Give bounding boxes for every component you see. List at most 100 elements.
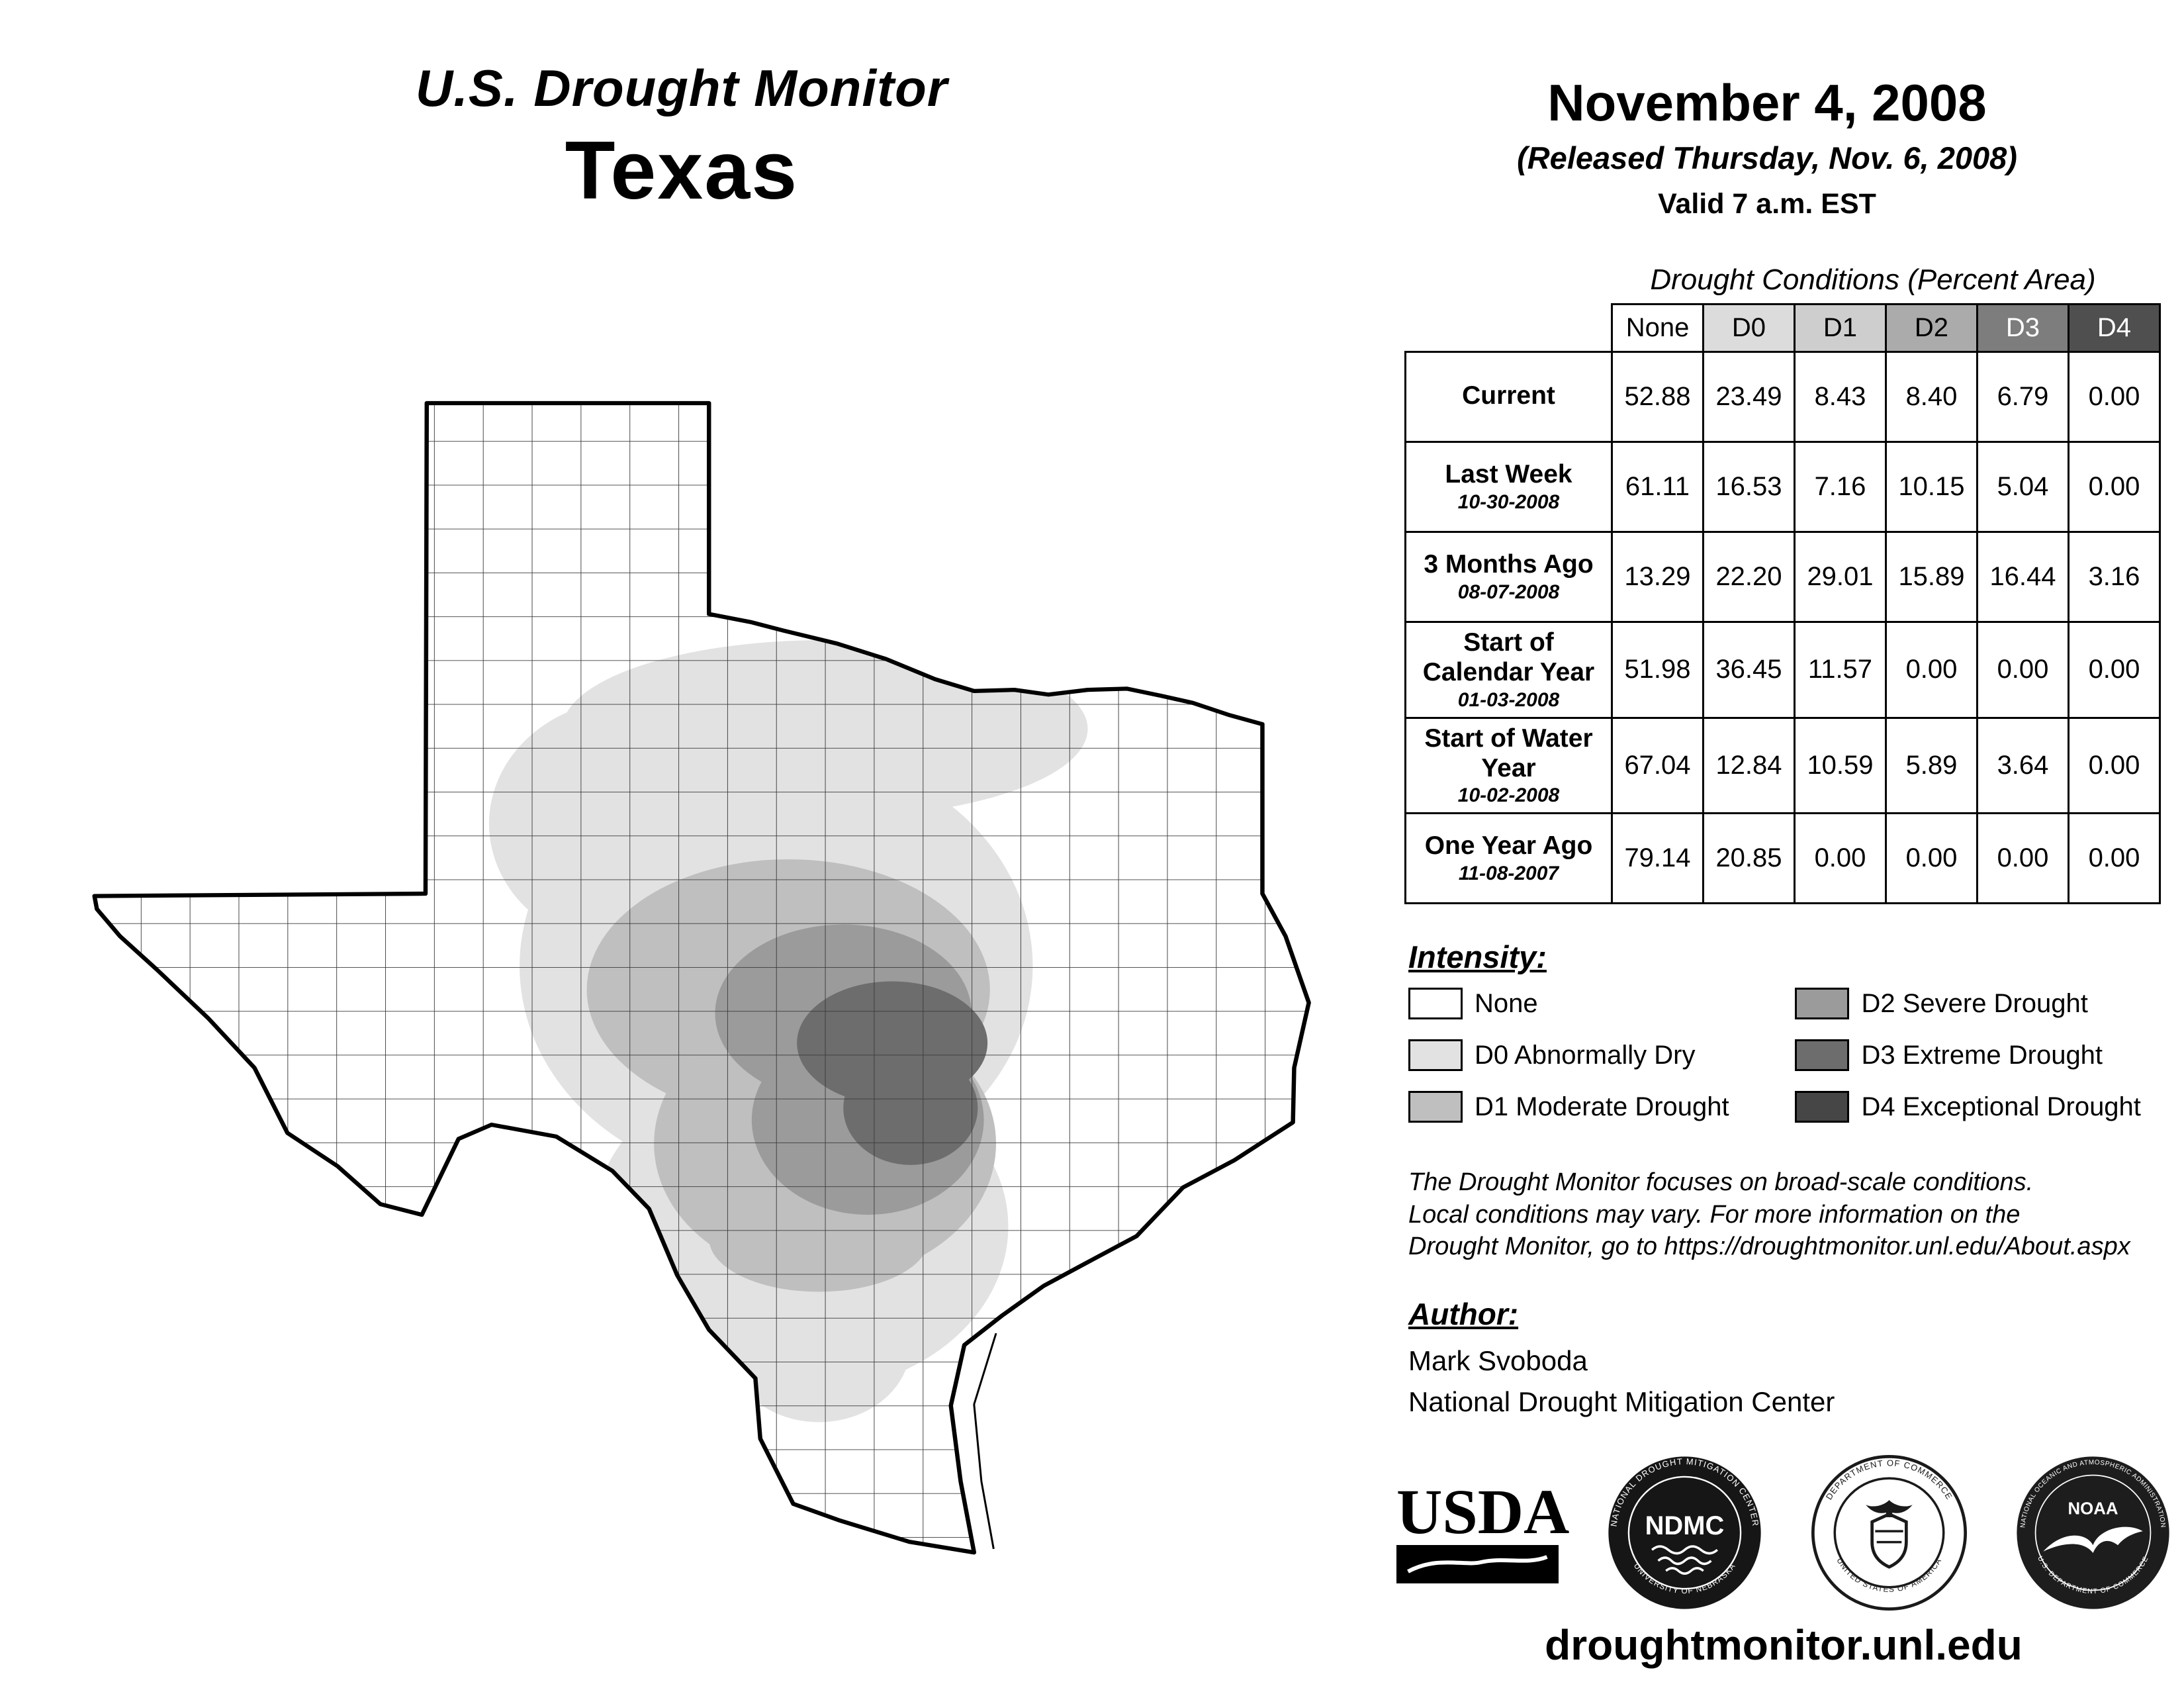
cell-value: 8.43 <box>1794 351 1887 443</box>
ndmc-wave-icon <box>1651 1544 1719 1554</box>
disclaimer-line-1: The Drought Monitor focuses on broad-sca… <box>1408 1168 2034 1196</box>
legend-column-right: D2 Severe Drought D3 Extreme Drought D4 … <box>1795 986 2172 1141</box>
barrier-island-line <box>973 1333 997 1550</box>
legend-label-d3: D3 Extreme Drought <box>1861 1040 2103 1070</box>
row-label: Start of Calendar Year <box>1422 628 1595 686</box>
row-header-3-months-ago: 3 Months Ago 08-07-2008 <box>1404 531 1613 623</box>
intensity-heading: Intensity: <box>1408 939 1547 974</box>
map-date: November 4, 2008 <box>1547 73 1987 132</box>
release-date: (Released Thursday, Nov. 6, 2008) <box>1517 140 2017 175</box>
legend-swatch-d1 <box>1408 1091 1463 1123</box>
noaa-logo: NATIONAL OCEANIC AND ATMOSPHERIC ADMINIS… <box>2017 1456 2169 1609</box>
table-row: One Year Ago 11-08-2007 79.14 20.85 0.00… <box>1404 812 2161 905</box>
legend-item-d0: D0 Abnormally Dry <box>1408 1038 1792 1072</box>
row-header-one-year-ago: One Year Ago 11-08-2007 <box>1404 812 1613 905</box>
cell-value: 51.98 <box>1611 621 1704 719</box>
intensity-legend: None D0 Abnormally Dry D1 Moderate Droug… <box>1408 986 2176 1141</box>
table-row: Current 52.88 23.49 8.43 8.40 6.79 0.00 <box>1404 351 2161 443</box>
row-date: 10-30-2008 <box>1457 491 1560 513</box>
cell-value: 0.00 <box>2068 812 2161 905</box>
usda-swoosh-icon <box>1407 1554 1548 1573</box>
cell-value: 16.44 <box>1976 531 2070 623</box>
cell-value: 0.00 <box>1976 812 2070 905</box>
row-label: 3 Months Ago <box>1424 550 1594 579</box>
table-corner-cell <box>1406 305 1612 352</box>
cell-value: 15.89 <box>1885 531 1978 623</box>
disclaimer-text: The Drought Monitor focuses on broad-sca… <box>1408 1166 2130 1263</box>
cell-value: 52.88 <box>1611 351 1704 443</box>
page-title: U.S. Drought Monitor <box>415 59 948 117</box>
column-header-none: None <box>1611 303 1704 353</box>
cell-value: 67.04 <box>1611 716 1704 815</box>
column-header-d3: D3 <box>1976 303 2070 353</box>
usda-swoosh-bar <box>1396 1544 1559 1583</box>
cell-value: 0.00 <box>1976 621 2070 719</box>
row-label: One Year Ago <box>1424 831 1593 861</box>
department-of-commerce-logo: DEPARTMENT OF COMMERCE UNITED STATES OF … <box>1811 1454 1967 1611</box>
cell-value: 6.79 <box>1976 351 2070 443</box>
legend-swatch-d3 <box>1795 1039 1850 1071</box>
date-block: November 4, 2008 (Released Thursday, Nov… <box>1377 73 2158 220</box>
cell-value: 0.00 <box>1885 621 1978 719</box>
row-label: Current <box>1462 381 1555 410</box>
ndmc-wordmark: NDMC <box>1645 1511 1725 1540</box>
cell-value: 61.11 <box>1611 441 1704 533</box>
column-header-d1: D1 <box>1794 303 1887 353</box>
legend-column-left: None D0 Abnormally Dry D1 Moderate Droug… <box>1408 986 1792 1141</box>
region-title: Texas <box>565 125 799 216</box>
legend-swatch-d4 <box>1795 1091 1850 1123</box>
legend-item-d4: D4 Exceptional Drought <box>1795 1090 2172 1124</box>
noaa-seagull-icon <box>2043 1526 2143 1553</box>
legend-swatch-d0 <box>1408 1039 1463 1071</box>
ndmc-seal-circle <box>1608 1456 1761 1609</box>
author-name: Mark Svoboda <box>1408 1345 1588 1376</box>
column-header-d2: D2 <box>1885 303 1978 353</box>
cell-value: 8.40 <box>1885 351 1978 443</box>
doc-eagle-emblem-icon <box>1865 1499 1913 1569</box>
cell-value: 7.16 <box>1794 441 1887 533</box>
row-date: 11-08-2007 <box>1458 863 1559 885</box>
table-row: 3 Months Ago 08-07-2008 13.29 22.20 29.0… <box>1404 531 2161 623</box>
table-row: Start of Calendar Year 01-03-2008 51.98 … <box>1404 621 2161 719</box>
legend-swatch-none <box>1408 988 1463 1019</box>
row-label: Start of Water Year <box>1424 724 1593 782</box>
agency-logos: USDA NATIONAL DROUGHT MITIGATION CENTER … <box>1396 1453 2171 1612</box>
cell-value: 5.04 <box>1976 441 2070 533</box>
author-heading: Author: <box>1408 1297 1519 1331</box>
legend-label-d4: D4 Exceptional Drought <box>1861 1092 2141 1121</box>
cell-value: 16.53 <box>1702 441 1796 533</box>
texas-drought-map <box>92 397 1314 1582</box>
cell-value: 0.00 <box>1794 812 1887 905</box>
legend-label-none: None <box>1475 988 1538 1018</box>
row-label: Last Week <box>1445 460 1572 489</box>
cell-value: 3.16 <box>2068 531 2161 623</box>
cell-value: 10.59 <box>1794 716 1887 815</box>
legend-item-none: None <box>1408 986 1792 1021</box>
noaa-wordmark: NOAA <box>2068 1499 2118 1518</box>
column-header-d0: D0 <box>1702 303 1796 353</box>
legend-item-d2: D2 Severe Drought <box>1795 986 2172 1021</box>
cell-value: 0.00 <box>2068 441 2161 533</box>
cell-value: 79.14 <box>1611 812 1704 905</box>
cell-value: 12.84 <box>1702 716 1796 815</box>
noaa-seal-circle <box>2017 1456 2169 1609</box>
row-date: 10-02-2008 <box>1457 784 1560 807</box>
cell-value: 0.00 <box>2068 621 2161 719</box>
row-header-last-week: Last Week 10-30-2008 <box>1404 441 1613 533</box>
conditions-table-title: Drought Conditions (Percent Area) <box>1650 263 2096 296</box>
usda-wordmark: USDA <box>1396 1476 1570 1548</box>
row-date: 01-03-2008 <box>1457 688 1560 711</box>
table-header-row: None D0 D1 D2 D3 D4 <box>1406 303 2161 353</box>
cell-value: 36.45 <box>1702 621 1796 719</box>
state-outline <box>92 400 1311 1555</box>
legend-label-d0: D0 Abnormally Dry <box>1475 1040 1696 1070</box>
ndmc-logo: NATIONAL DROUGHT MITIGATION CENTER UNIVE… <box>1608 1456 1761 1609</box>
county-boundaries <box>94 402 1309 1553</box>
row-header-current: Current <box>1404 351 1613 443</box>
legend-label-d2: D2 Severe Drought <box>1861 988 2088 1018</box>
disclaimer-line-3: Drought Monitor, go to https://droughtmo… <box>1408 1233 2130 1261</box>
site-url: droughtmonitor.unl.edu <box>1545 1621 2023 1669</box>
column-header-d4: D4 <box>2068 303 2161 353</box>
table-row: Start of Water Year 10-02-2008 67.04 12.… <box>1404 716 2161 815</box>
cell-value: 11.57 <box>1794 621 1887 719</box>
